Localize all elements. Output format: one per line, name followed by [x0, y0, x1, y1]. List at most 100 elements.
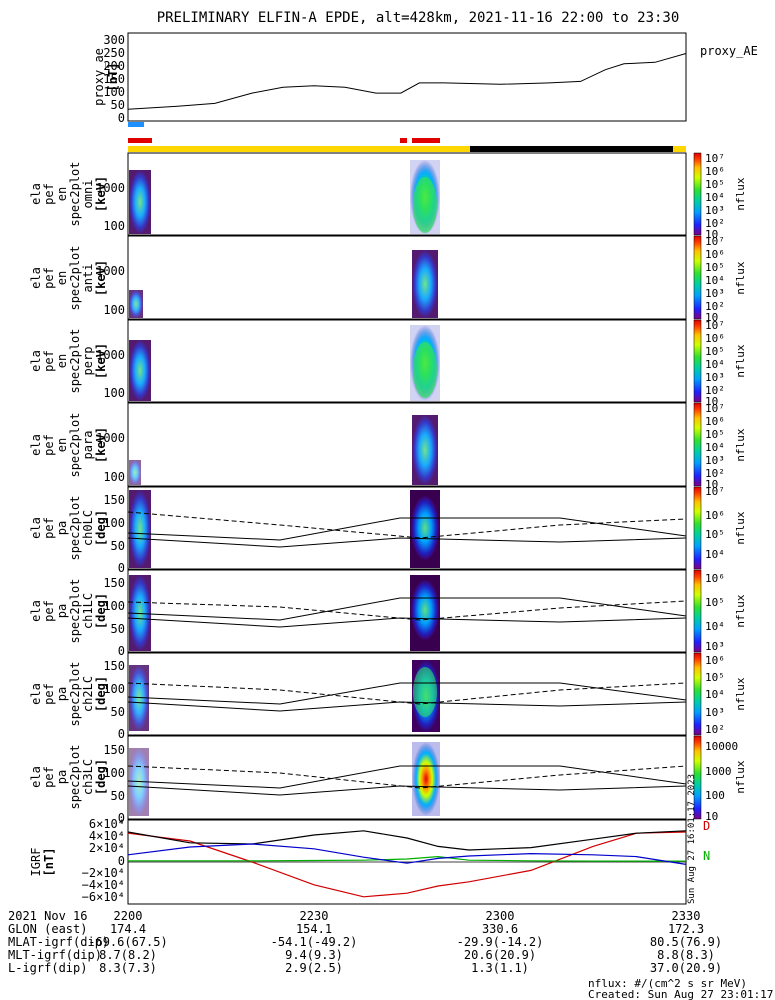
status-bar-yellow	[128, 146, 470, 152]
footer-row0-label: 2021 Nov 16	[8, 909, 87, 923]
cb4-tick-4: 10³	[705, 454, 725, 467]
pa-panel-ch1: ela pef pa spec2plot ch1LC [deg] 150 100…	[29, 569, 687, 658]
para-ylabel-2: pef	[42, 434, 56, 456]
anti-ylabel-6: [keV]	[94, 260, 108, 296]
footer-row0-v1: 2230	[300, 909, 329, 923]
ch0-ylabel-2: pef	[42, 517, 56, 539]
para-ylabel-4: spec2plot	[68, 412, 82, 477]
anti-ylabel-2: pef	[42, 267, 56, 289]
colorbars: 10⁷ 10⁶ 10⁵ 10⁴ 10³ 10² 10 nflux 10⁷ 10⁶…	[693, 152, 747, 823]
cb5-tick-0: 10⁷	[705, 485, 725, 498]
ch3-tick-150: 150	[103, 743, 125, 757]
proxy-tick-250: 250	[103, 46, 125, 60]
ch0-ylabel-1: ela	[29, 517, 43, 539]
cb2-tick-6: 10	[705, 311, 718, 324]
igrf-legend-n: N	[703, 849, 710, 863]
cb2-tick-4: 10³	[705, 287, 725, 300]
cb3-unit: nflux	[734, 344, 747, 377]
cb7-tick-1: 10⁵	[705, 671, 725, 684]
cb1-tick-6: 10	[705, 228, 718, 241]
footer-row3-v1: 9.4(9.3)	[285, 948, 343, 962]
proxy-tick-100: 100	[103, 85, 125, 99]
ch1-lc-lines	[127, 597, 687, 628]
cb2-tick-2: 10⁵	[705, 261, 725, 274]
ch1-ylabel-6: [deg]	[94, 593, 108, 629]
footer-row4-label: L-igrf(dip)	[8, 961, 87, 975]
ch3-ylabel-1: ela	[29, 766, 43, 788]
omni-ylabel-4: spec2plot	[68, 161, 82, 226]
colorbar-8-ticks: 10000 1000 100 10 nflux	[705, 740, 747, 823]
cb7-tick-2: 10⁴	[705, 688, 725, 701]
ch3-tick-50: 50	[111, 789, 125, 803]
footer-row4-v3: 37.0(20.9)	[650, 961, 722, 975]
perp-ylabel-4: spec2plot	[68, 328, 82, 393]
perp-data	[129, 325, 440, 401]
status-bar-yellow-end	[673, 146, 686, 152]
footer-row1-label: GLON (east)	[8, 922, 87, 936]
igrf-panel: IGRF [nT] 6×10⁴ 4×10⁴ 2×10⁴ 0 −2×10⁴ −4×…	[29, 774, 710, 905]
cb5-tick-1: 10⁶	[705, 509, 725, 522]
perp-tick-100: 100	[103, 386, 125, 400]
cb4-tick-2: 10⁵	[705, 428, 725, 441]
igrf-lines	[127, 830, 687, 898]
anti-tick-100: 100	[103, 303, 125, 317]
cb5-unit: nflux	[734, 511, 747, 544]
perp-ylabel-6: [keV]	[94, 343, 108, 379]
ch1-ylabel-4: spec2plot	[68, 578, 82, 643]
ch1-ylabel-2: pef	[42, 600, 56, 622]
status-bar-red-2	[400, 138, 407, 143]
anti-ylabel-3: en	[55, 271, 69, 285]
ch3-ylabel-2: pef	[42, 766, 56, 788]
footer-row3-v3: 8.8(8.3)	[657, 948, 715, 962]
ch0-tick-150: 150	[103, 493, 125, 507]
ch0-ylabel-5: ch0LC	[81, 510, 95, 546]
footer-row0-v2: 2300	[486, 909, 515, 923]
cb2-tick-0: 10⁷	[705, 235, 725, 248]
cb6-tick-1: 10⁵	[705, 596, 725, 609]
ch1-tick-50: 50	[111, 622, 125, 636]
igrf-tick-m4e4: −4×10⁴	[82, 878, 125, 892]
ch2-lc-lines	[127, 682, 687, 712]
status-bar-black	[470, 146, 673, 152]
footer-row2-v1: -54.1(-49.2)	[271, 935, 358, 949]
ch0-ylabel-6: [deg]	[94, 510, 108, 546]
footer-row3-v0: 8.7(8.2)	[99, 948, 157, 962]
cb2-tick-3: 10⁴	[705, 274, 725, 287]
ch3-tick-0: 0	[118, 811, 125, 825]
cb4-tick-3: 10⁴	[705, 441, 725, 454]
status-bar-blue	[128, 122, 144, 127]
ch0-lc-lines	[127, 511, 687, 548]
ch1-ylabel-3: pa	[55, 604, 69, 618]
anti-data	[129, 250, 438, 318]
cb6-tick-0: 10⁶	[705, 572, 725, 585]
cb6-tick-3: 10³	[705, 640, 725, 653]
footer-table: 2021 Nov 16 2200 2230 2300 2330 GLON (ea…	[8, 909, 775, 1000]
cb4-tick-5: 10²	[705, 467, 725, 480]
igrf-series-3	[127, 843, 687, 865]
status-bar-red-3	[412, 138, 440, 143]
proxy-ae-panel: proxy_ae [nT] 300 250 200 150 100 50 0 p…	[92, 32, 758, 125]
ch0-ylabel-3: pa	[55, 521, 69, 535]
colorbar-2-ticks: 10⁷ 10⁶ 10⁵ 10⁴ 10³ 10² 10 nflux	[705, 235, 747, 324]
colorbar-3-ticks: 10⁷ 10⁶ 10⁵ 10⁴ 10³ 10² 10 nflux	[705, 319, 747, 408]
colorbar-1	[693, 152, 702, 236]
igrf-tick-4e4: 4×10⁴	[89, 829, 125, 843]
igrf-series-n	[128, 855, 686, 862]
footer-row4-v1: 2.9(2.5)	[285, 961, 343, 975]
pa-panel-ch0: ela pef pa spec2plot ch0LC [deg] 150 100…	[29, 486, 687, 575]
footer-row1-v3: 172.3	[668, 922, 704, 936]
cb3-tick-1: 10⁶	[705, 332, 725, 345]
footer-row4-v2: 1.3(1.1)	[471, 961, 529, 975]
proxy-ae-ylabel-2: [nT]	[106, 63, 120, 92]
omni-tick-100: 100	[103, 219, 125, 233]
cb4-tick-0: 10⁷	[705, 402, 725, 415]
omni-ylabel-1: ela	[29, 183, 43, 205]
para-ylabel-3: en	[55, 438, 69, 452]
footer-row1-v2: 330.6	[482, 922, 518, 936]
spec-panel-anti: ela pef en spec2plot anti [keV] 1000 100	[29, 235, 687, 320]
proxy-ae-legend: proxy_AE	[700, 44, 758, 58]
cb6-unit: nflux	[734, 594, 747, 627]
cb7-tick-3: 10³	[705, 706, 725, 719]
ch1-ylabel-5: ch1LC	[81, 593, 95, 629]
